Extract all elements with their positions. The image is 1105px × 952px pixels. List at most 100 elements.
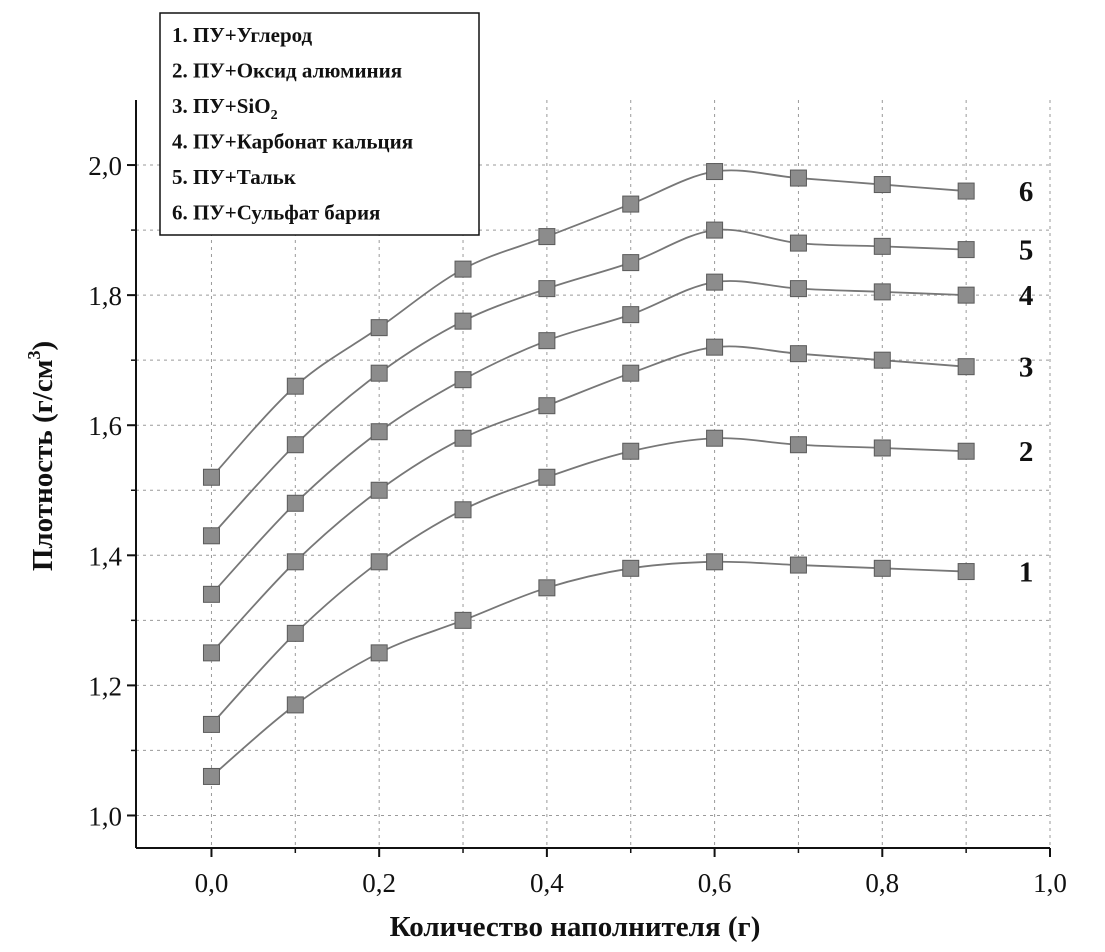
x-tick-label: 0,6 — [698, 868, 732, 898]
data-point-series-6 — [622, 195, 640, 213]
series-end-labels: 1 2 3 4 5 6 — [1019, 176, 1034, 589]
legend-entry-6: 6. ПУ+Сульфат бария — [172, 201, 380, 225]
data-point-series-3 — [622, 364, 640, 382]
data-point-series-3 — [957, 358, 975, 376]
data-point-series-2 — [873, 439, 891, 457]
data-point-series-2 — [622, 442, 640, 460]
data-point-series-5 — [538, 280, 556, 298]
series-line-6 — [210, 169, 967, 478]
y-tick-label: 1,8 — [88, 281, 122, 311]
data-point-series-4 — [706, 273, 724, 291]
data-point-series-3 — [873, 351, 891, 369]
data-point-series-4 — [454, 371, 472, 389]
series-lines — [210, 169, 967, 778]
legend-entry-5: 5. ПУ+Тальк — [172, 165, 297, 189]
legend-entry-2: 2. ПУ+Оксид алюминия — [172, 59, 402, 83]
data-point-series-5 — [454, 312, 472, 330]
legend-entry-1: 1. ПУ+Углерод — [172, 23, 313, 47]
data-point-series-6 — [538, 228, 556, 246]
series-line-2 — [210, 437, 967, 726]
data-point-series-4 — [789, 280, 807, 298]
data-point-series-6 — [873, 176, 891, 194]
data-point-series-6 — [789, 169, 807, 187]
x-axis-title: Количество наполнителя (г) — [390, 911, 761, 943]
y-tick-label: 1,2 — [88, 671, 122, 701]
data-point-series-4 — [286, 494, 304, 512]
data-point-series-6 — [706, 163, 724, 181]
data-point-series-3 — [538, 397, 556, 415]
y-axis-title-superscript: 3 — [24, 351, 44, 360]
data-point-series-6 — [286, 377, 304, 395]
data-point-series-2 — [286, 624, 304, 642]
data-point-series-5 — [622, 254, 640, 272]
data-point-series-5 — [706, 221, 724, 239]
grid-lines — [136, 100, 1051, 848]
data-point-series-2 — [454, 501, 472, 519]
x-tick-label: 0,0 — [195, 868, 229, 898]
series-markers — [202, 163, 975, 785]
data-point-series-5 — [202, 527, 220, 545]
data-point-series-3 — [202, 644, 220, 662]
series-line-1 — [210, 560, 967, 778]
data-point-series-5 — [957, 241, 975, 259]
data-point-series-1 — [706, 553, 724, 571]
series-end-label-3: 3 — [1019, 352, 1034, 384]
data-point-series-4 — [538, 332, 556, 350]
data-point-series-4 — [622, 306, 640, 324]
data-point-series-2 — [706, 429, 724, 447]
axes — [135, 100, 1050, 849]
data-point-series-6 — [202, 468, 220, 486]
y-tick-label: 1,0 — [88, 801, 122, 831]
y-tick-label: 1,4 — [88, 541, 122, 571]
data-point-series-6 — [957, 182, 975, 200]
data-point-series-5 — [789, 234, 807, 252]
data-point-series-5 — [286, 436, 304, 454]
y-axis-title-close: ) — [27, 341, 59, 351]
data-point-series-3 — [286, 553, 304, 571]
data-point-series-1 — [202, 767, 220, 785]
series-end-label-5: 5 — [1019, 235, 1034, 267]
y-tick-label: 1,6 — [88, 411, 122, 441]
legend-subscript: 2 — [271, 108, 278, 123]
data-point-series-4 — [370, 423, 388, 441]
data-point-series-2 — [538, 468, 556, 486]
series-end-label-2: 2 — [1019, 436, 1034, 468]
y-tick-label: 2,0 — [88, 151, 122, 181]
data-point-series-3 — [789, 345, 807, 363]
data-point-series-4 — [202, 585, 220, 603]
y-axis-title: Плотность (г/см3) — [24, 341, 59, 571]
data-point-series-5 — [873, 237, 891, 255]
x-tick-label: 1,0 — [1033, 868, 1067, 898]
data-point-series-5 — [370, 364, 388, 382]
data-point-series-2 — [957, 442, 975, 460]
data-point-series-2 — [202, 715, 220, 733]
data-point-series-1 — [370, 644, 388, 662]
data-point-series-4 — [957, 286, 975, 304]
series-line-5 — [210, 228, 967, 537]
legend-entry-4: 4. ПУ+Карбонат кальция — [172, 130, 413, 154]
y-axis-title-text: Плотность (г/см — [27, 360, 59, 572]
x-tick-label: 0,4 — [530, 868, 564, 898]
series-end-label-6: 6 — [1019, 176, 1034, 208]
tick-labels: 0,0 0,2 0,4 0,6 0,8 1,0 1,0 1,2 1,4 1,6 1,8 2,0 — [88, 151, 1067, 898]
series-end-label-4: 4 — [1019, 280, 1034, 312]
series-end-label-1: 1 — [1019, 557, 1034, 589]
data-point-series-1 — [789, 556, 807, 574]
series-line-4 — [210, 280, 967, 595]
data-point-series-4 — [873, 283, 891, 301]
legend-box — [159, 12, 480, 236]
x-tick-label: 0,8 — [865, 868, 899, 898]
data-point-series-6 — [454, 260, 472, 278]
data-point-series-2 — [370, 553, 388, 571]
tick-marks — [127, 164, 1051, 857]
x-tick-label: 0,2 — [362, 868, 396, 898]
data-point-series-3 — [370, 481, 388, 499]
data-point-series-3 — [454, 429, 472, 447]
series-line-3 — [210, 345, 967, 654]
data-point-series-3 — [706, 338, 724, 356]
data-point-series-1 — [286, 696, 304, 714]
data-point-series-1 — [873, 559, 891, 577]
